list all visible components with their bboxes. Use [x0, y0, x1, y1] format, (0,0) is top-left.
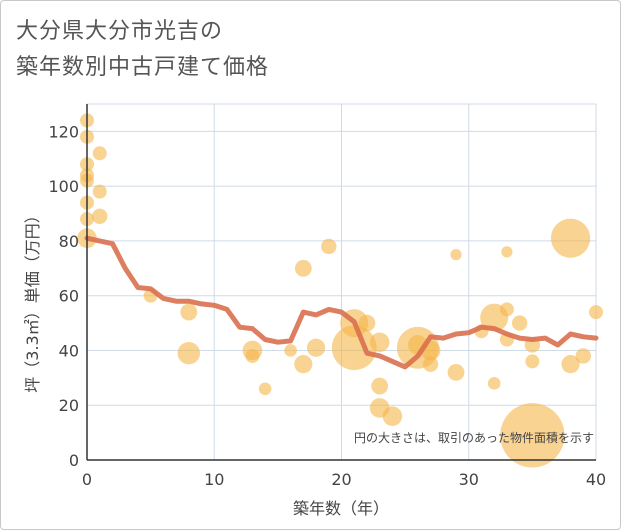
- bubble-point: [511, 315, 528, 331]
- bubble-point: [258, 382, 272, 396]
- bubble-point: [245, 348, 260, 363]
- bubble-point: [358, 314, 376, 332]
- bubble-point: [92, 184, 107, 199]
- bubble-point: [180, 303, 198, 321]
- bubble-point: [422, 356, 439, 372]
- bubbles: [77, 113, 603, 468]
- chart-title-line1: 大分県大分市光吉の: [16, 19, 224, 44]
- bubble-point: [294, 259, 312, 277]
- bubble-point: [284, 344, 297, 357]
- y-tick-label: 100: [48, 177, 79, 196]
- bubble-point: [92, 146, 107, 161]
- bubble-point: [525, 354, 540, 369]
- x-tick-label: 20: [331, 470, 351, 489]
- bubble-point: [550, 218, 591, 258]
- bubble-point: [321, 238, 337, 255]
- bubble-point: [92, 208, 108, 224]
- bubble-point: [500, 403, 565, 468]
- bubble-point: [501, 246, 513, 258]
- average-line: [84, 235, 599, 370]
- bubble-point: [589, 305, 603, 320]
- x-tick-label: 0: [82, 470, 92, 489]
- y-tick-label: 20: [59, 396, 79, 415]
- chart-title-line2: 築年数別中古戸建て価格: [16, 55, 270, 80]
- bubble-point: [306, 338, 326, 357]
- x-tick-label: 10: [204, 470, 224, 489]
- bubble-point: [487, 377, 501, 390]
- x-tick-label: 30: [459, 470, 479, 489]
- y-tick-label: 120: [48, 122, 79, 141]
- bubble-point: [450, 249, 462, 261]
- bubble-point: [294, 355, 313, 374]
- bubble-point: [447, 363, 465, 381]
- size-note: 円の大きさは、取引のあった物件面積を示す: [354, 430, 594, 445]
- bubble-point: [369, 332, 390, 353]
- y-tick-label: 0: [69, 451, 79, 470]
- bubble-point: [371, 377, 389, 395]
- bubble-point: [575, 348, 591, 364]
- bubble-point: [499, 302, 514, 317]
- bubble-point: [331, 325, 377, 371]
- x-axis-label: 築年数（年）: [293, 499, 389, 518]
- y-tick-label: 60: [59, 287, 79, 306]
- chart-title: 大分県大分市光吉の 築年数別中古戸建て価格: [16, 14, 269, 86]
- bubble-point: [382, 406, 403, 426]
- average-price-line: [84, 235, 599, 370]
- bubble-point: [561, 355, 580, 374]
- bubble-point: [177, 342, 200, 365]
- y-tick-label: 80: [59, 232, 79, 251]
- x-tick-label: 40: [586, 470, 606, 489]
- y-axis-label: 坪（3.3㎡）単価（万円）: [23, 207, 42, 392]
- axes: 0 20 40 60 80 100 120 0 10 20 30 40: [48, 104, 606, 489]
- y-tick-label: 40: [59, 341, 79, 360]
